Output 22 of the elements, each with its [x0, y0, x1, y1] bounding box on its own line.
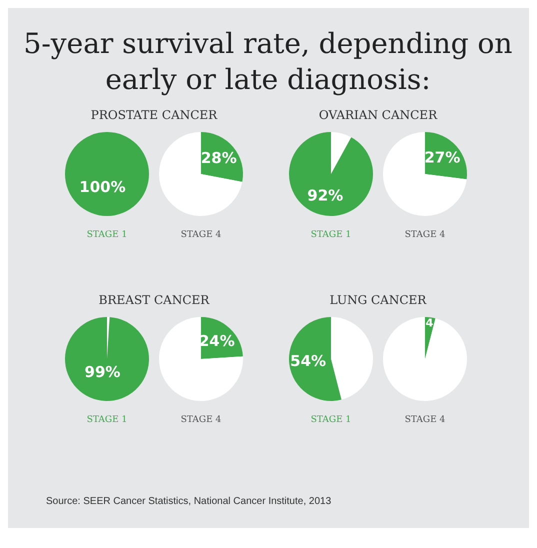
- data-label: 92%: [307, 186, 344, 204]
- data-label: 54%: [290, 352, 326, 370]
- text: STAGE 4: [180, 230, 222, 240]
- data-label: 27%: [424, 148, 460, 167]
- data-label: 100%: [79, 178, 126, 196]
- text: 5-year survival rate, depending on early or late diagnosis:: [22, 26, 514, 98]
- chart-title: OVARIAN CANCER: [318, 108, 438, 122]
- text: STAGE 4: [404, 415, 446, 425]
- data-label: 28%: [200, 149, 237, 168]
- chart-title: BREAST CANCER: [98, 293, 210, 307]
- text: STAGE 1: [86, 415, 128, 425]
- data-label: 24%: [198, 332, 235, 350]
- source-note: Source: SEER Cancer Statistics, National Cancer Institute, 2013: [46, 496, 332, 507]
- text: STAGE 1: [310, 230, 352, 240]
- chart-title: PROSTATE CANCER: [90, 108, 218, 122]
- text: STAGE 1: [310, 415, 352, 425]
- text: STAGE 1: [86, 230, 128, 240]
- text: STAGE 4: [180, 415, 222, 425]
- text: STAGE 4: [404, 230, 446, 240]
- chart-title: LUNG CANCER: [328, 293, 428, 307]
- data-label: 99%: [84, 362, 120, 381]
- data-label: 4: [426, 316, 434, 330]
